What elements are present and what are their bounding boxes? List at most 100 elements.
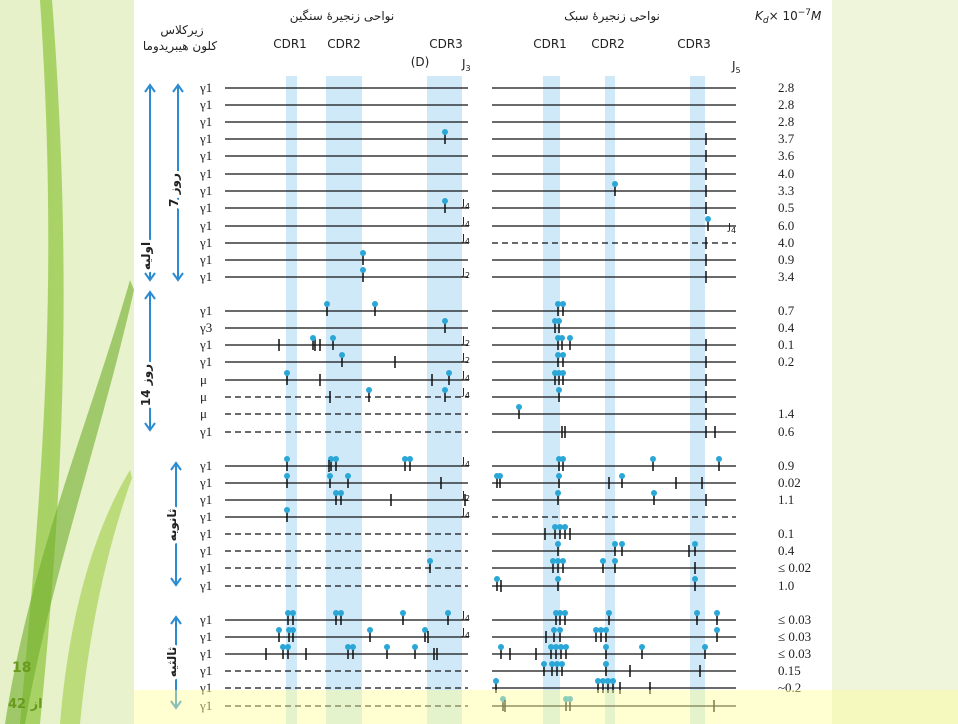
isotype: γ1 xyxy=(199,183,212,198)
kd-value: 0.7 xyxy=(778,303,795,318)
isotype: γ1 xyxy=(199,303,212,318)
j-sub: 4 xyxy=(465,460,470,469)
mutation-dot xyxy=(563,644,569,650)
mutation-dot xyxy=(692,541,698,547)
mutation-dot xyxy=(333,456,339,462)
mutation-dot xyxy=(714,610,720,616)
mutation-dot xyxy=(560,301,566,307)
mutation-dot xyxy=(606,610,612,616)
mutation-dot xyxy=(285,644,291,650)
mutation-dot xyxy=(702,644,708,650)
mutation-dot xyxy=(559,335,565,341)
heavy-title: نواحی زنجیرهٔ سنگین xyxy=(290,9,394,24)
mutation-dot xyxy=(560,370,566,376)
mutation-dot xyxy=(716,456,722,462)
kd-value: 6.0 xyxy=(778,218,794,233)
heavy-cdr-label: CDR2 xyxy=(327,37,361,51)
side-panel xyxy=(832,0,958,724)
kd-value: 3.3 xyxy=(778,183,794,198)
mutation-dot xyxy=(290,627,296,633)
mutation-dot xyxy=(612,541,618,547)
j-sub: 4 xyxy=(465,202,470,211)
j-sub: 4 xyxy=(465,511,470,520)
mutation-dot xyxy=(290,610,296,616)
kd-value: 3.6 xyxy=(778,148,795,163)
mutation-dot xyxy=(497,473,503,479)
mutation-dot xyxy=(560,456,566,462)
slide: 18 از 42 γ12.8γ12.8γ12.8γ13.7γ13.6γ14.0γ… xyxy=(0,0,958,724)
mutation-dot xyxy=(284,507,290,513)
heavy-cdr-label: CDR3 xyxy=(429,37,463,51)
kd-value: 0.4 xyxy=(778,320,795,335)
j-sub: 4 xyxy=(465,631,470,640)
isotype: γ1 xyxy=(199,629,212,644)
mutation-dot xyxy=(284,370,290,376)
mutation-dot xyxy=(384,644,390,650)
kd-rest: × 10 xyxy=(769,9,798,23)
isotype: γ1 xyxy=(199,166,212,181)
mutation-dot xyxy=(555,490,561,496)
mutation-dot xyxy=(400,610,406,616)
j-sub: 4 xyxy=(465,614,470,623)
isotype: γ1 xyxy=(199,475,212,490)
j-sub: 4 xyxy=(465,391,470,400)
kd-value: 0.9 xyxy=(778,252,794,267)
isotype: γ1 xyxy=(199,200,212,215)
kd-value: 0.15 xyxy=(778,663,801,678)
mutation-dot xyxy=(705,216,711,222)
mutation-dot xyxy=(494,576,500,582)
kd-value: 0.4 xyxy=(778,543,795,558)
isotype: γ1 xyxy=(199,148,212,163)
mutation-dot xyxy=(442,387,448,393)
j-sub: 3 xyxy=(466,64,471,73)
kd-value: 0.5 xyxy=(778,200,794,215)
mutation-dot xyxy=(603,644,609,650)
mutation-dot xyxy=(541,661,547,667)
mutation-dot xyxy=(422,627,428,633)
kd-value: 2.8 xyxy=(778,80,794,95)
mutation-dot xyxy=(338,490,344,496)
mutation-dot xyxy=(600,558,606,564)
isotype: γ1 xyxy=(199,646,212,661)
isotype: γ1 xyxy=(199,492,212,507)
mutation-dot xyxy=(442,129,448,135)
group-label: اولیه xyxy=(139,242,154,270)
j-sub: 2 xyxy=(465,356,470,365)
mutation-dot xyxy=(345,473,351,479)
kd-value: 1.0 xyxy=(778,578,794,593)
isotype: γ3 xyxy=(199,320,212,335)
mutation-dot xyxy=(650,456,656,462)
mutation-dot xyxy=(412,644,418,650)
kd-unit: M xyxy=(811,9,822,23)
mutation-dot xyxy=(619,541,625,547)
isotype: γ1 xyxy=(199,663,212,678)
mutation-dot xyxy=(407,456,413,462)
mutation-dot xyxy=(610,678,616,684)
isotype: γ1 xyxy=(199,337,212,352)
mutation-dot xyxy=(445,610,451,616)
kd-value: 3.7 xyxy=(778,131,795,146)
isotype: γ1 xyxy=(199,578,212,593)
mutation-dot xyxy=(327,473,333,479)
subclass-header: زیرکلاس xyxy=(160,23,203,38)
isotype: γ1 xyxy=(199,131,212,146)
mutation-dot xyxy=(360,267,366,273)
mutation-dot xyxy=(284,456,290,462)
isotype: μ xyxy=(200,389,207,404)
light-cdr-label: CDR1 xyxy=(533,37,567,51)
kd-value: 3.4 xyxy=(778,269,795,284)
isotype: γ1 xyxy=(199,560,212,575)
mutation-dot xyxy=(442,198,448,204)
light-cdr-label: CDR3 xyxy=(677,37,711,51)
mutation-dot xyxy=(557,627,563,633)
mutation-dot xyxy=(694,610,700,616)
kd-value: 0.02 xyxy=(778,475,801,490)
isotype: μ xyxy=(200,372,207,387)
isotype: γ1 xyxy=(199,612,212,627)
mutation-dot xyxy=(493,678,499,684)
mutation-dot xyxy=(560,352,566,358)
kd-value: ≤ 0.02 xyxy=(778,560,811,575)
mutation-dot xyxy=(446,370,452,376)
mutation-dot xyxy=(556,387,562,393)
kd-value: 1.1 xyxy=(778,492,794,507)
